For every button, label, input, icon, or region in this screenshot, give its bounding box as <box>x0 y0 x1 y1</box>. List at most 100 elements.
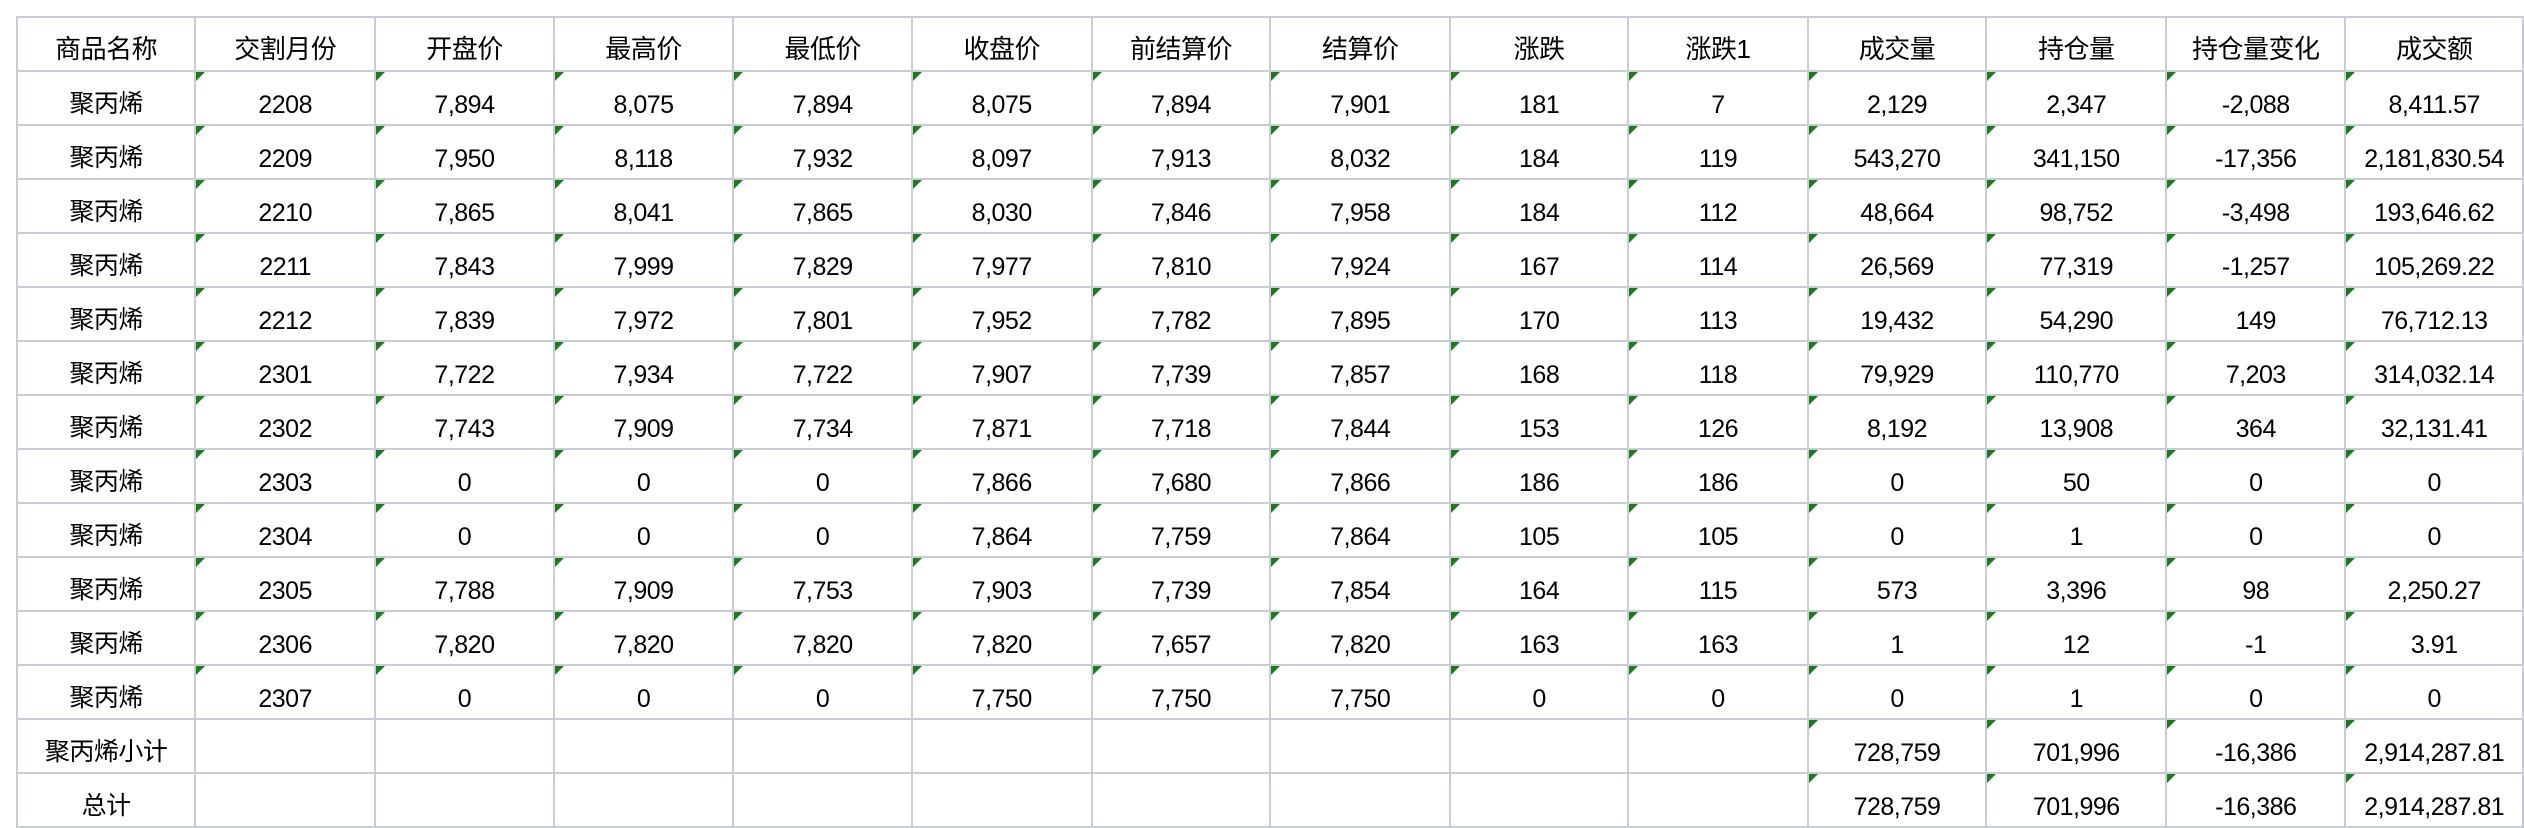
table-cell[interactable]: 164 <box>1449 556 1630 612</box>
table-cell[interactable]: 167 <box>1449 232 1630 288</box>
column-header[interactable]: 开盘价 <box>374 16 555 72</box>
table-cell[interactable] <box>910 718 1093 774</box>
table-cell[interactable]: 115 <box>1627 556 1809 612</box>
table-cell[interactable] <box>374 718 555 774</box>
table-cell[interactable]: 7,782 <box>1090 286 1272 342</box>
table-cell[interactable]: 2307 <box>194 664 377 720</box>
table-cell[interactable]: 聚丙烯 <box>15 286 197 342</box>
table-cell[interactable] <box>194 718 377 774</box>
table-cell[interactable]: 77,319 <box>1985 232 2168 288</box>
table-cell[interactable]: 48,664 <box>1806 178 1988 234</box>
table-cell[interactable] <box>732 718 913 774</box>
table-cell[interactable]: 2,347 <box>1985 70 2168 126</box>
table-cell[interactable]: 7,846 <box>1090 178 1272 234</box>
table-cell[interactable]: 聚丙烯 <box>15 448 197 504</box>
table-cell[interactable]: 7,864 <box>910 502 1093 558</box>
table-cell[interactable]: 7,901 <box>1269 70 1452 126</box>
table-cell[interactable]: 聚丙烯 <box>15 178 197 234</box>
table-cell[interactable]: -17,356 <box>2165 124 2347 180</box>
table-cell[interactable]: 聚丙烯 <box>15 232 197 288</box>
table-cell[interactable]: 2210 <box>194 178 377 234</box>
table-cell[interactable]: 7,743 <box>374 394 555 450</box>
table-cell[interactable]: 114 <box>1627 232 1809 288</box>
table-cell[interactable]: 0 <box>2344 502 2524 558</box>
table-cell[interactable] <box>1627 718 1809 774</box>
column-header[interactable]: 持仓量 <box>1985 16 2168 72</box>
table-cell[interactable]: 7,854 <box>1269 556 1452 612</box>
table-cell[interactable]: 105 <box>1449 502 1630 558</box>
table-cell[interactable]: 7,932 <box>732 124 913 180</box>
table-cell[interactable]: 0 <box>552 502 735 558</box>
table-cell[interactable]: 8,097 <box>910 124 1093 180</box>
table-cell[interactable] <box>552 772 735 828</box>
table-cell[interactable]: 2302 <box>194 394 377 450</box>
table-cell[interactable]: 341,150 <box>1985 124 2168 180</box>
table-cell[interactable] <box>1449 718 1630 774</box>
table-cell[interactable]: 186 <box>1627 448 1809 504</box>
table-cell[interactable]: 8,075 <box>552 70 735 126</box>
table-cell[interactable]: 2303 <box>194 448 377 504</box>
table-cell[interactable]: 7,866 <box>1269 448 1452 504</box>
table-cell[interactable]: 573 <box>1806 556 1988 612</box>
table-cell[interactable]: 7,871 <box>910 394 1093 450</box>
table-cell[interactable]: 184 <box>1449 124 1630 180</box>
table-cell[interactable]: -16,386 <box>2165 718 2347 774</box>
table-cell[interactable]: 聚丙烯小计 <box>15 718 197 774</box>
table-cell[interactable]: 聚丙烯 <box>15 556 197 612</box>
table-cell[interactable]: 7,894 <box>374 70 555 126</box>
table-cell[interactable]: 1 <box>1985 502 2168 558</box>
table-cell[interactable]: 7,739 <box>1090 340 1272 396</box>
table-cell[interactable]: 2211 <box>194 232 377 288</box>
table-cell[interactable]: 7,759 <box>1090 502 1272 558</box>
table-cell[interactable]: -2,088 <box>2165 70 2347 126</box>
table-cell[interactable]: 26,569 <box>1806 232 1988 288</box>
table-cell[interactable]: 2301 <box>194 340 377 396</box>
column-header[interactable]: 涨跌1 <box>1627 16 1809 72</box>
column-header[interactable]: 成交量 <box>1806 16 1988 72</box>
table-cell[interactable]: 7,722 <box>374 340 555 396</box>
table-cell[interactable]: 7,820 <box>552 610 735 666</box>
table-cell[interactable]: 聚丙烯 <box>15 124 197 180</box>
table-cell[interactable]: 12 <box>1985 610 2168 666</box>
table-cell[interactable]: -16,386 <box>2165 772 2347 828</box>
table-cell[interactable]: 119 <box>1627 124 1809 180</box>
table-cell[interactable]: 7,820 <box>374 610 555 666</box>
table-cell[interactable]: 0 <box>2344 448 2524 504</box>
table-cell[interactable]: 7,829 <box>732 232 913 288</box>
table-cell[interactable]: 7,894 <box>1090 70 1272 126</box>
table-cell[interactable]: 193,646.62 <box>2344 178 2524 234</box>
table-cell[interactable]: 32,131.41 <box>2344 394 2524 450</box>
table-cell[interactable]: 7,950 <box>374 124 555 180</box>
table-cell[interactable]: 8,075 <box>910 70 1093 126</box>
table-cell[interactable]: 3.91 <box>2344 610 2524 666</box>
table-cell[interactable]: 7,843 <box>374 232 555 288</box>
table-cell[interactable]: 2209 <box>194 124 377 180</box>
table-cell[interactable]: 0 <box>1806 664 1988 720</box>
table-cell[interactable]: 0 <box>374 448 555 504</box>
table-cell[interactable]: 7,866 <box>910 448 1093 504</box>
table-cell[interactable]: 7,801 <box>732 286 913 342</box>
table-cell[interactable]: 聚丙烯 <box>15 502 197 558</box>
table-cell[interactable]: 3,396 <box>1985 556 2168 612</box>
column-header[interactable]: 前结算价 <box>1090 16 1272 72</box>
table-cell[interactable]: 181 <box>1449 70 1630 126</box>
table-cell[interactable]: 8,032 <box>1269 124 1452 180</box>
table-cell[interactable]: 2306 <box>194 610 377 666</box>
column-header[interactable]: 收盘价 <box>910 16 1093 72</box>
table-cell[interactable] <box>1269 718 1452 774</box>
table-cell[interactable]: 149 <box>2165 286 2347 342</box>
table-cell[interactable]: 7,820 <box>910 610 1093 666</box>
table-cell[interactable]: 184 <box>1449 178 1630 234</box>
table-cell[interactable]: 153 <box>1449 394 1630 450</box>
table-cell[interactable]: 2305 <box>194 556 377 612</box>
table-cell[interactable]: 0 <box>552 664 735 720</box>
table-cell[interactable]: 701,996 <box>1985 718 2168 774</box>
table-cell[interactable]: 0 <box>374 664 555 720</box>
table-cell[interactable]: 113 <box>1627 286 1809 342</box>
table-cell[interactable]: 7,820 <box>732 610 913 666</box>
table-cell[interactable]: 7,865 <box>732 178 913 234</box>
table-cell[interactable]: 7,894 <box>732 70 913 126</box>
table-cell[interactable]: 7,909 <box>552 394 735 450</box>
table-cell[interactable]: 105 <box>1627 502 1809 558</box>
table-cell[interactable]: 19,432 <box>1806 286 1988 342</box>
